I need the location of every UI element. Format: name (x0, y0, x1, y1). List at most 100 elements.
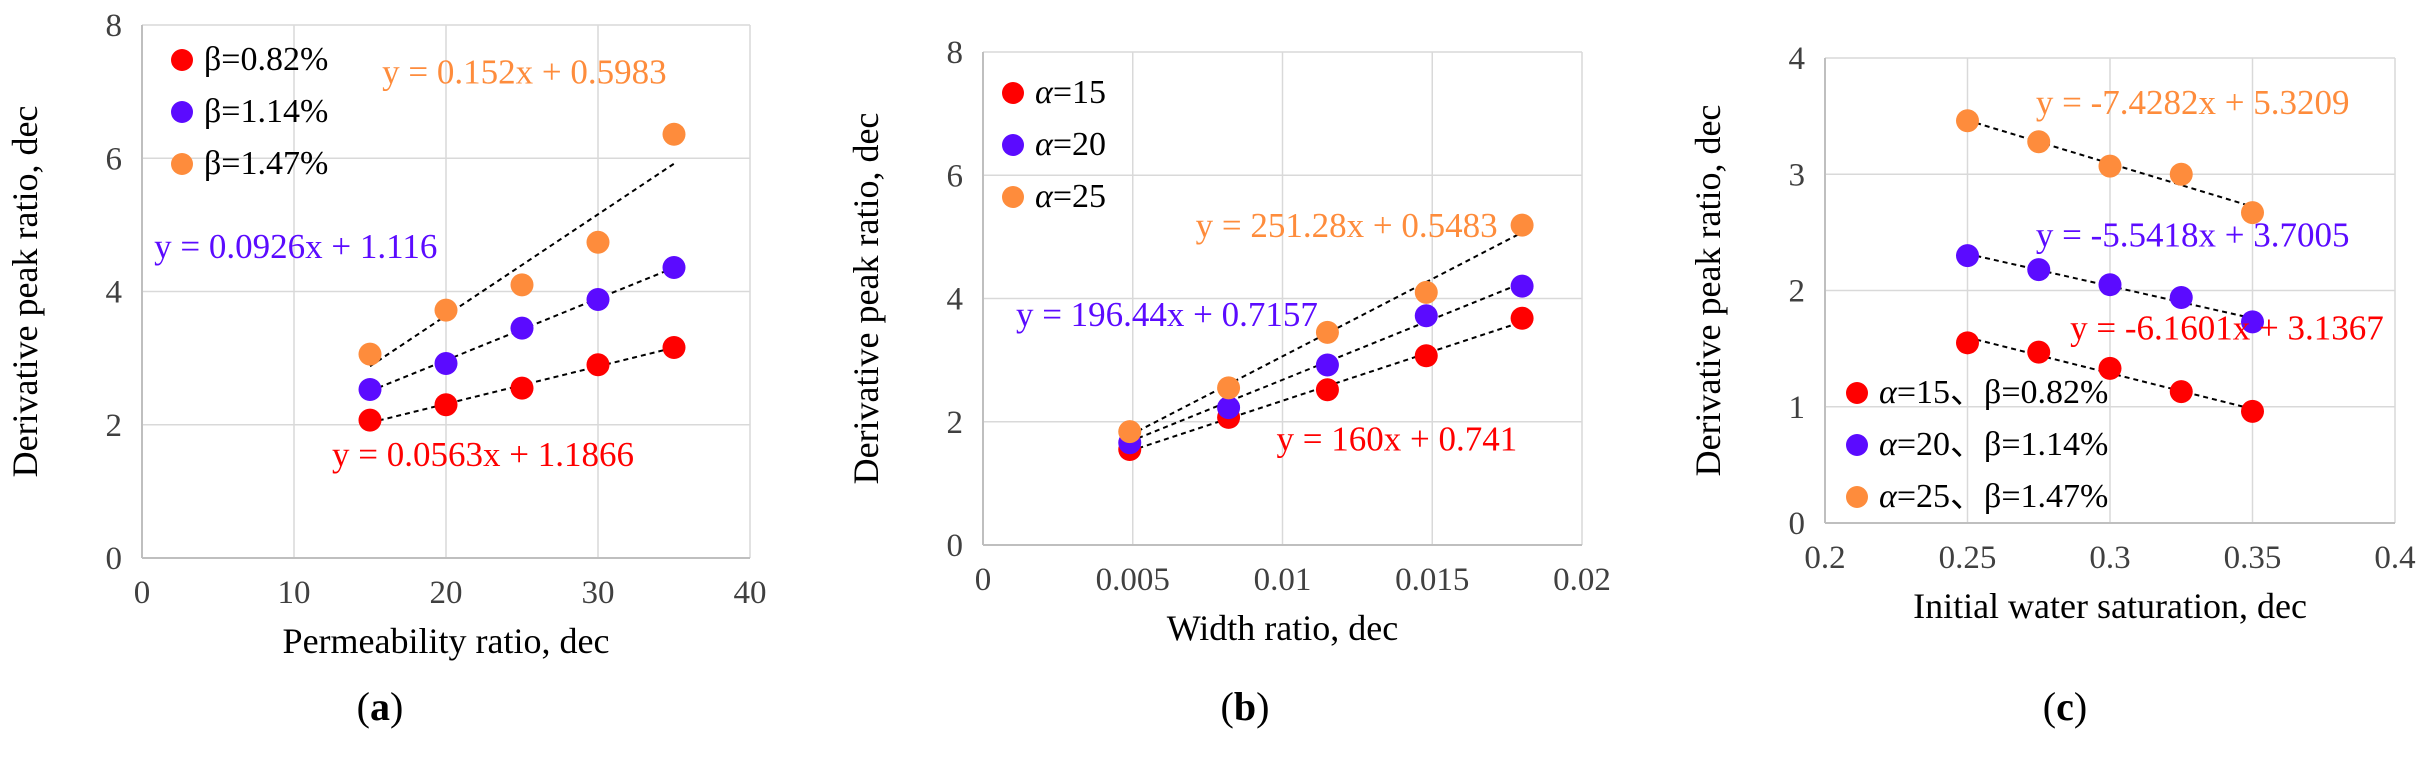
trendline-3 (369, 162, 675, 368)
data-point (662, 335, 686, 359)
data-point (2098, 273, 2122, 297)
data-point (2241, 399, 2264, 423)
data-point (1315, 320, 1339, 344)
x-tick-label: 20 (430, 575, 463, 611)
data-point (586, 287, 610, 311)
trendline-equation: y = 0.0926x + 1.116 (154, 227, 437, 266)
caption-paren: ) (2074, 684, 2087, 729)
y-tick-label: 1 (1789, 390, 1806, 426)
x-tick-label: 0.3 (2089, 540, 2130, 576)
data-point (1510, 306, 1534, 330)
y-tick-label: 8 (106, 8, 123, 44)
legend-symbol: α (1879, 478, 1898, 515)
legend-text: =20、β=1.14% (1897, 426, 2108, 463)
legend-marker (1846, 486, 1868, 508)
trendline-equation: y = 0.152x + 0.5983 (382, 53, 666, 92)
y-tick-label: 4 (947, 282, 964, 318)
x-axis-title: Width ratio, dec (1167, 608, 1398, 648)
legend-text: =15 (1053, 74, 1106, 111)
panel-caption: (a) (357, 684, 404, 729)
data-point (1414, 280, 1438, 304)
data-point (358, 342, 382, 366)
panel-c: 0.2 0.25 0.3 0.35 0.4 0 1 2 3 4 Initial water satu… (1688, 41, 2416, 729)
data-point (1956, 109, 1979, 133)
y-tick-label: 2 (947, 405, 964, 441)
trendline-equation: y = 196.44x + 0.7157 (1016, 295, 1318, 334)
data-point (1510, 274, 1534, 298)
caption-paren: ( (357, 684, 370, 729)
caption-paren: ) (390, 684, 403, 729)
trendline-equation: y = -7.4282x + 5.3209 (2036, 83, 2350, 122)
legend-label: β=1.14% (204, 93, 328, 130)
data-point (662, 256, 686, 280)
x-tick-label: 0 (975, 562, 992, 598)
trendline-equation: y = -5.5418x + 3.7005 (2036, 215, 2350, 254)
legend-text: =20 (1053, 126, 1106, 163)
trendline-1 (1129, 320, 1523, 452)
panel-caption: (c) (2043, 684, 2087, 729)
y-tick-label: 0 (1789, 506, 1806, 542)
data-point (434, 393, 458, 417)
y-tick-label: 4 (1789, 41, 1806, 77)
legend-marker (171, 101, 193, 123)
data-point (2098, 356, 2122, 380)
legend-symbol: α (1879, 374, 1898, 411)
data-point (1118, 420, 1142, 444)
x-tick-label: 0.01 (1254, 562, 1312, 598)
panel-caption: (b) (1221, 684, 1270, 729)
y-tick-label: 0 (106, 541, 123, 577)
x-tick-label: 0.02 (1553, 562, 1611, 598)
data-point (2169, 285, 2193, 309)
legend-label: α=20、β=1.14% (1879, 426, 2108, 463)
data-point (586, 230, 610, 254)
data-point (2027, 130, 2051, 154)
y-tick-label: 8 (947, 35, 964, 71)
data-point (662, 122, 686, 146)
y-tick-label: 6 (947, 158, 964, 194)
panel-b: 0 0.005 0.01 0.015 0.02 0 2 4 6 8 Width ratio, dec… (846, 35, 1611, 729)
panel-a: 0 10 20 30 40 0 2 4 6 8 Permeability ratio, dec Der… (5, 8, 767, 729)
x-tick-label: 0.005 (1096, 562, 1170, 598)
y-tick-label: 2 (1789, 274, 1806, 310)
data-point (2241, 310, 2264, 334)
legend-symbol: α (1879, 426, 1898, 463)
caption-letter: c (2056, 684, 2074, 729)
data-point (2027, 340, 2051, 364)
trendline-equation: y = 0.0563x + 1.1866 (332, 435, 634, 474)
legend-label: β=0.82% (204, 41, 328, 78)
caption-letter: a (370, 684, 390, 729)
data-point (1217, 376, 1241, 400)
legend-label: β=1.47% (204, 145, 328, 182)
x-tick-label: 0.2 (1804, 540, 1845, 576)
trendline-equation: y = 251.28x + 0.5483 (1196, 206, 1498, 245)
legend-text: =25 (1053, 178, 1106, 215)
legend-marker (1002, 186, 1024, 208)
y-axis-title: Derivative peak ratio, dec (1688, 105, 1728, 477)
data-point (2027, 258, 2051, 282)
legend-symbol: α (1035, 178, 1054, 215)
data-point (1956, 244, 1979, 268)
legend-label: α=25 (1035, 178, 1106, 215)
legend-marker (1002, 134, 1024, 156)
legend-text: β=1.14% (204, 93, 328, 130)
y-axis-title: Derivative peak ratio, dec (5, 106, 45, 478)
x-tick-label: 0.015 (1395, 562, 1469, 598)
data-point (510, 273, 534, 297)
x-tick-label: 0.35 (2224, 540, 2282, 576)
y-tick-label: 3 (1789, 157, 1806, 193)
y-tick-label: 6 (106, 141, 123, 177)
legend-marker (171, 153, 193, 175)
x-tick-label: 0.4 (2374, 540, 2415, 576)
x-tick-label: 0.25 (1939, 540, 1997, 576)
data-point (2169, 380, 2193, 404)
caption-letter: b (1234, 684, 1256, 729)
x-tick-label: 0 (134, 575, 151, 611)
caption-paren: ( (2043, 684, 2056, 729)
y-axis-title: Derivative peak ratio, dec (846, 113, 886, 485)
x-tick-label: 30 (582, 575, 615, 611)
x-axis-title: Initial water saturation, dec (1913, 586, 2307, 626)
trendline-equation: y = 160x + 0.741 (1277, 420, 1518, 459)
legend-label: α=15、β=0.82% (1879, 374, 2108, 411)
legend-marker (1846, 434, 1868, 456)
